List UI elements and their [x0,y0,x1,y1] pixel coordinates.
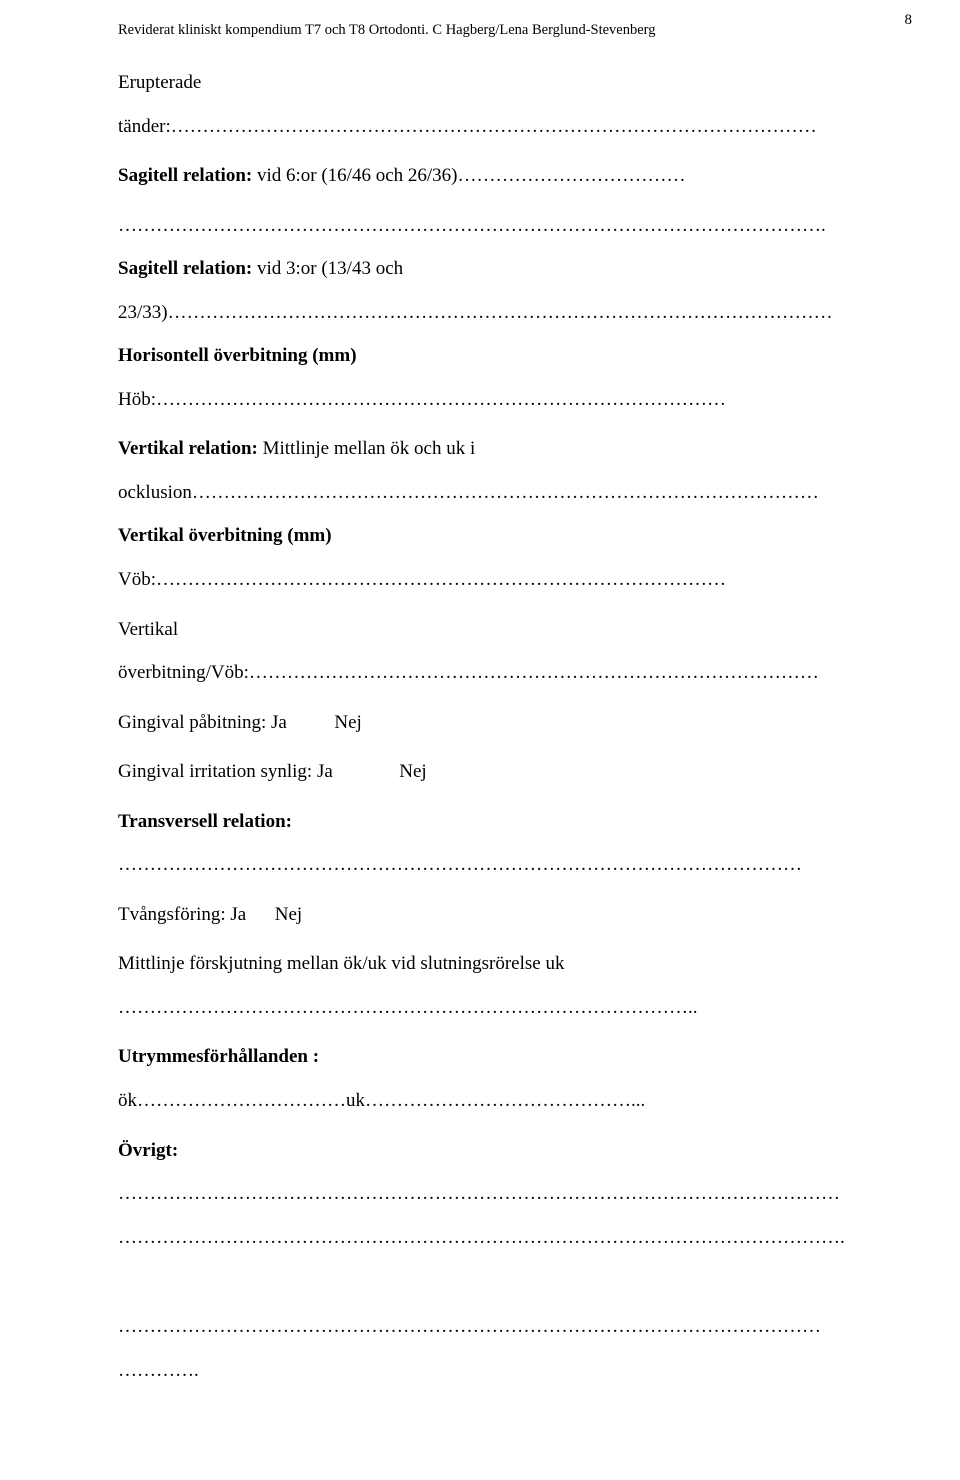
line-gingival-irrit: Gingival irritation synlig: Ja Nej [118,758,842,786]
sagitell-3or-rest: vid 3:or (13/43 och [252,258,403,279]
line-hob: Höb:……………………………………………………………………………… [118,386,842,414]
header-text: Reviderat kliniskt kompendium T7 och T8 … [118,22,842,39]
line-ovrigt: Övrigt: [118,1137,842,1165]
line-transversell: Transversell relation: [118,808,842,836]
line-ovrigt-dots-4: …………. [118,1357,842,1385]
sagitell-6or-label: Sagitell relation: [118,165,252,186]
line-overbit-vob: överbitning/Vöb:………………………………………………………………… [118,659,842,687]
line-23-33: 23/33)…………………………………………………………………………………………… [118,299,842,327]
line-tvangsforing: Tvångsföring: Ja Nej [118,901,842,929]
line-mittlinje: Mittlinje förskjutning mellan ök/uk vid … [118,950,842,978]
line-erupterade-1: Erupterade [118,69,842,97]
line-gingival-pabit: Gingival påbitning: Ja Nej [118,709,842,737]
line-ovrigt-dots-3: ………………………………………………………………………………………………… [118,1313,842,1341]
line-ovrigt-dots-2: ……………………………………………………………………………………………………. [118,1224,842,1252]
line-ovrigt-dots-1: …………………………………………………………………………………………………… [118,1180,842,1208]
line-dots-1: …………………………………………………………………………………………………. [118,212,842,240]
page: 8 Reviderat kliniskt kompendium T7 och T… [0,0,960,1480]
line-ocklusion: ocklusion…………………………………………………………………………………… [118,479,842,507]
sagitell-3or-label: Sagitell relation: [118,258,252,279]
line-utrymmes: Utrymmesförhållanden : [118,1043,842,1071]
line-vob: Vöb:……………………………………………………………………………… [118,566,842,594]
line-sagitell-6or: Sagitell relation: vid 6:or (16/46 och 2… [118,162,842,190]
vertikal-relation-label: Vertikal relation: [118,438,263,459]
vertikal-relation-rest: Mittlinje mellan ök och uk i [263,438,476,459]
line-ok-uk: ök……………………………uk……………………………………... [118,1087,842,1115]
line-sagitell-3or: Sagitell relation: vid 3:or (13/43 och [118,255,842,283]
line-vertikal-1: Vertikal [118,616,842,644]
line-vertikal-overbit: Vertikal överbitning (mm) [118,522,842,550]
line-horisontell: Horisontell överbitning (mm) [118,342,842,370]
line-transversell-dots: ……………………………………………………………………………………………… [118,851,842,879]
line-erupterade-2: tänder:………………………………………………………………………………………… [118,113,842,141]
sagitell-6or-rest: vid 6:or (16/46 och 26/36)……………………………… [252,165,685,186]
page-number: 8 [905,12,913,29]
line-mittlinje-dots: ……………………………………………………………………………….. [118,994,842,1022]
line-vertikal-relation: Vertikal relation: Mittlinje mellan ök o… [118,435,842,463]
